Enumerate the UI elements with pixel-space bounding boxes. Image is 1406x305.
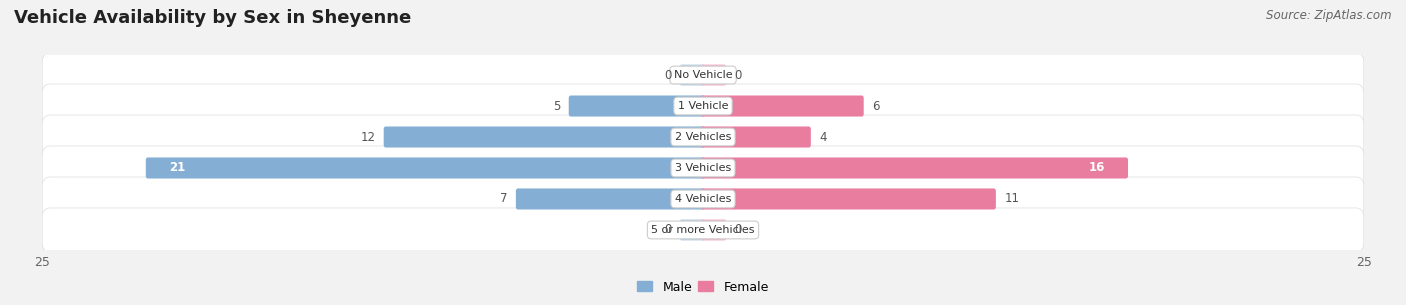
Text: 5: 5	[553, 99, 560, 113]
Text: 21: 21	[169, 161, 186, 174]
Text: 1 Vehicle: 1 Vehicle	[678, 101, 728, 111]
FancyBboxPatch shape	[700, 157, 1128, 178]
FancyBboxPatch shape	[700, 95, 863, 117]
Text: 0: 0	[664, 69, 671, 81]
Text: 4 Vehicles: 4 Vehicles	[675, 194, 731, 204]
Legend: Male, Female: Male, Female	[633, 275, 773, 299]
Text: 11: 11	[1004, 192, 1019, 206]
Text: Vehicle Availability by Sex in Sheyenne: Vehicle Availability by Sex in Sheyenne	[14, 9, 412, 27]
FancyBboxPatch shape	[679, 64, 706, 86]
FancyBboxPatch shape	[42, 208, 1364, 252]
FancyBboxPatch shape	[568, 95, 706, 117]
FancyBboxPatch shape	[679, 219, 706, 241]
Text: 0: 0	[735, 69, 742, 81]
Text: 12: 12	[360, 131, 375, 144]
FancyBboxPatch shape	[42, 146, 1364, 190]
FancyBboxPatch shape	[42, 177, 1364, 221]
Text: No Vehicle: No Vehicle	[673, 70, 733, 80]
Text: 3 Vehicles: 3 Vehicles	[675, 163, 731, 173]
Text: 6: 6	[872, 99, 880, 113]
FancyBboxPatch shape	[42, 84, 1364, 128]
Text: 0: 0	[735, 224, 742, 236]
Text: 4: 4	[820, 131, 827, 144]
Text: 16: 16	[1088, 161, 1105, 174]
Text: 7: 7	[501, 192, 508, 206]
FancyBboxPatch shape	[700, 64, 727, 86]
Text: 5 or more Vehicles: 5 or more Vehicles	[651, 225, 755, 235]
FancyBboxPatch shape	[700, 188, 995, 210]
Text: 2 Vehicles: 2 Vehicles	[675, 132, 731, 142]
FancyBboxPatch shape	[42, 115, 1364, 159]
FancyBboxPatch shape	[516, 188, 706, 210]
FancyBboxPatch shape	[146, 157, 706, 178]
FancyBboxPatch shape	[384, 127, 706, 148]
FancyBboxPatch shape	[42, 53, 1364, 97]
FancyBboxPatch shape	[700, 219, 727, 241]
FancyBboxPatch shape	[700, 127, 811, 148]
Text: Source: ZipAtlas.com: Source: ZipAtlas.com	[1267, 9, 1392, 22]
Text: 0: 0	[664, 224, 671, 236]
